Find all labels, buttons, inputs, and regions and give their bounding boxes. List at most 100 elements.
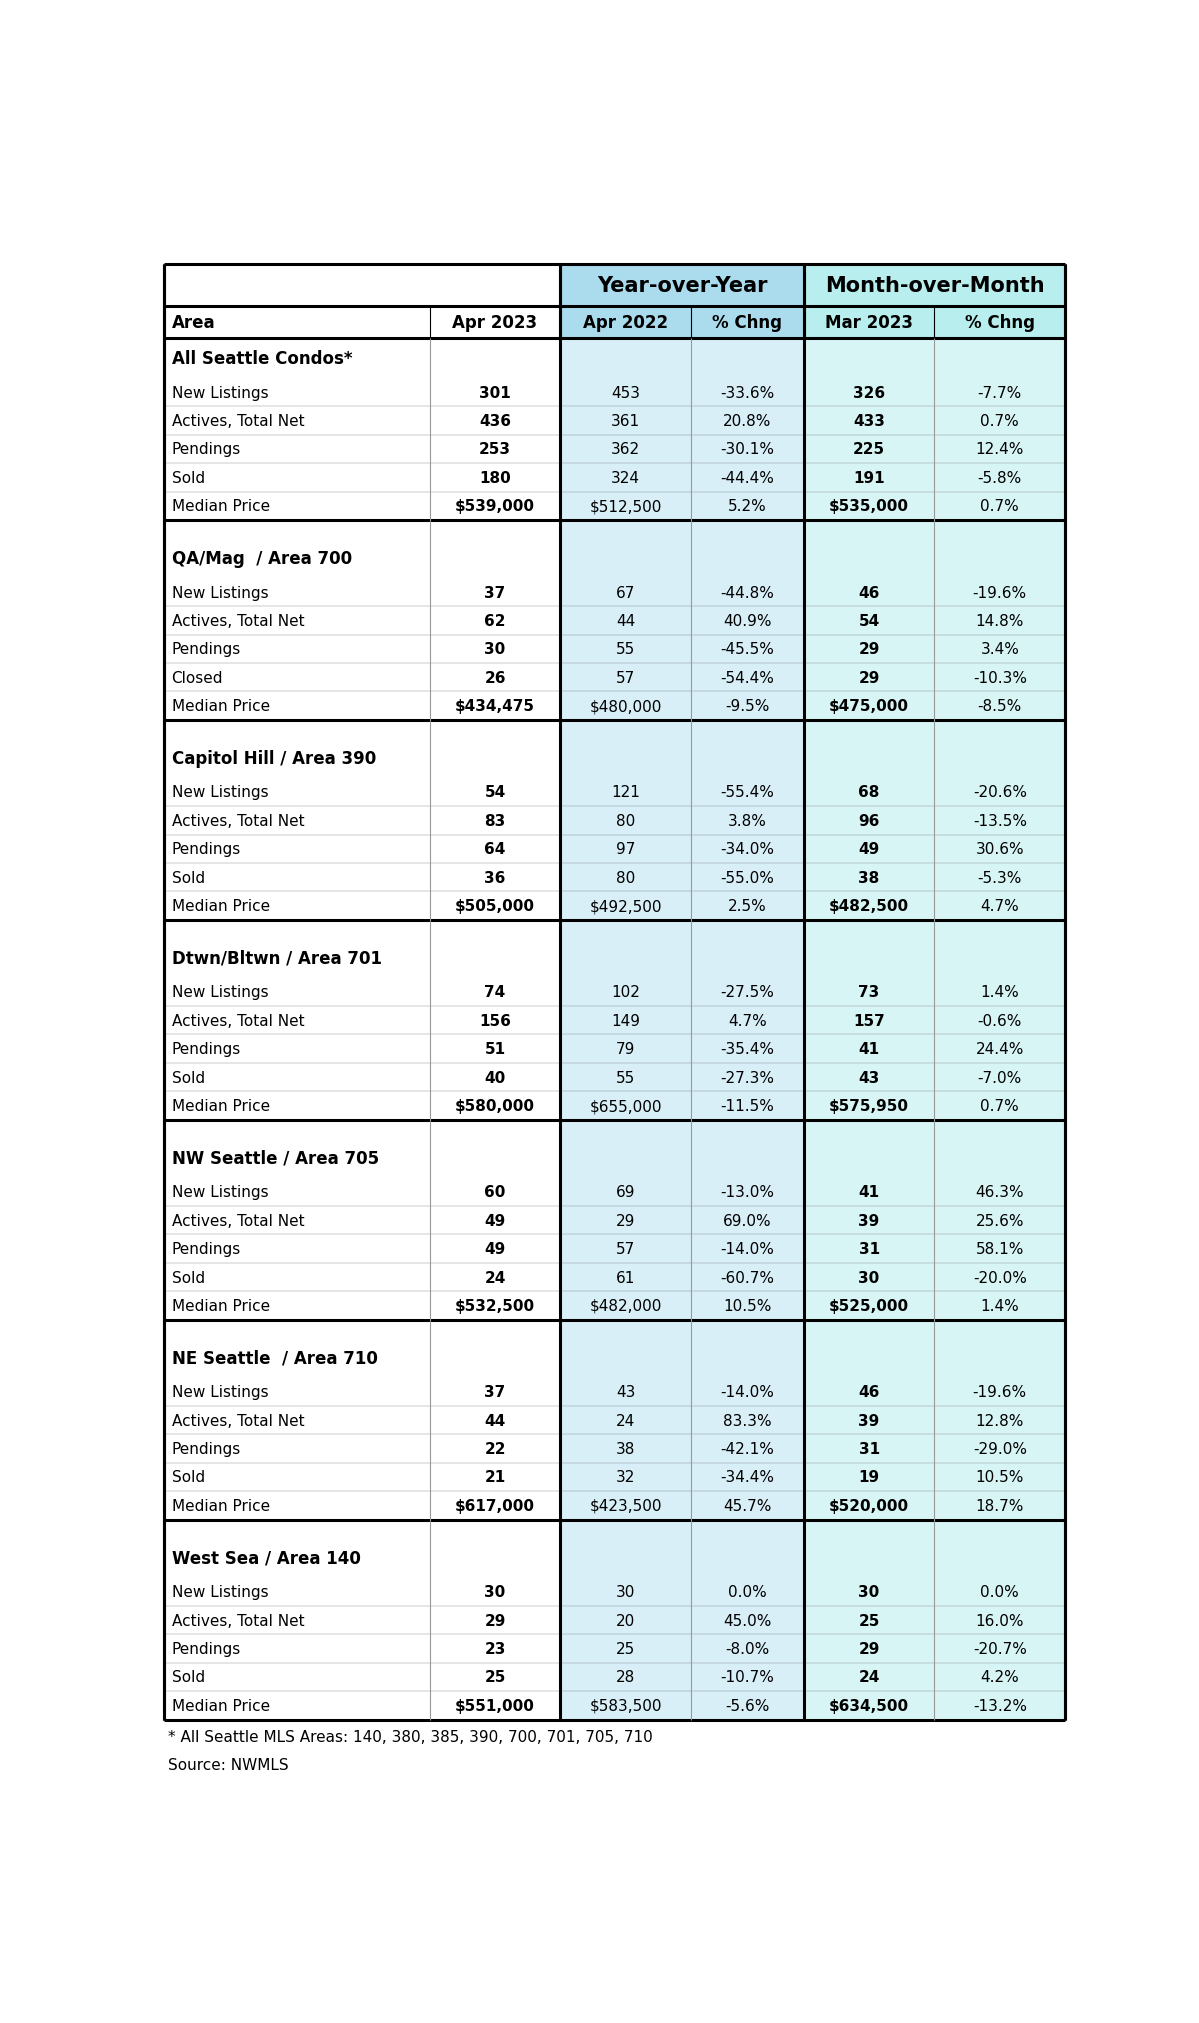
Bar [560, 435, 691, 463]
Text: 1.4%: 1.4% [981, 985, 1019, 999]
Text: % Chng: % Chng [712, 314, 783, 332]
Bar [164, 1121, 429, 1139]
Bar [560, 635, 691, 664]
Text: 39: 39 [858, 1412, 880, 1428]
Text: -55.4%: -55.4% [721, 785, 775, 799]
Bar [429, 1206, 560, 1234]
Bar [164, 979, 429, 1007]
Text: $482,000: $482,000 [590, 1299, 662, 1313]
Bar [560, 520, 691, 538]
Text: 21: 21 [484, 1471, 506, 1485]
Bar [429, 435, 560, 463]
Text: $583,500: $583,500 [590, 1697, 662, 1713]
Bar [691, 892, 803, 920]
Bar [560, 1434, 691, 1463]
Text: 39: 39 [858, 1214, 880, 1228]
Text: 29: 29 [858, 641, 880, 657]
Bar [164, 1519, 429, 1537]
Text: Sold: Sold [171, 1471, 205, 1485]
Bar [803, 1378, 934, 1406]
Bar [803, 307, 934, 338]
Bar [429, 1321, 560, 1337]
Bar [691, 1092, 803, 1121]
Text: -10.3%: -10.3% [972, 670, 1026, 686]
Bar [429, 607, 560, 635]
Text: 69.0%: 69.0% [723, 1214, 772, 1228]
Bar [560, 1635, 691, 1663]
Bar [429, 920, 560, 939]
Text: -14.0%: -14.0% [721, 1242, 775, 1256]
Bar [803, 1519, 934, 1537]
Bar [803, 1139, 1065, 1177]
Text: 44: 44 [616, 613, 635, 629]
Bar [429, 692, 560, 720]
Bar [429, 835, 560, 864]
Bar [560, 1663, 691, 1691]
Text: $434,475: $434,475 [456, 698, 535, 714]
Bar [560, 1691, 691, 1720]
Bar [803, 520, 934, 538]
Bar [934, 1519, 1065, 1537]
Text: 97: 97 [616, 842, 635, 858]
Text: Sold: Sold [171, 870, 205, 886]
Text: Source: NWMLS: Source: NWMLS [168, 1756, 288, 1772]
Bar [803, 579, 934, 607]
Text: 55: 55 [616, 641, 635, 657]
Bar [560, 1206, 691, 1234]
Bar [803, 338, 1065, 378]
Text: 20: 20 [616, 1612, 635, 1629]
Bar [560, 463, 691, 492]
Text: Sold: Sold [171, 1270, 205, 1285]
Bar [803, 407, 934, 435]
Text: 80: 80 [616, 813, 635, 829]
Text: 102: 102 [611, 985, 640, 999]
Bar [691, 1463, 803, 1491]
Bar [691, 1635, 803, 1663]
Text: 18.7%: 18.7% [976, 1499, 1024, 1513]
Text: -8.5%: -8.5% [977, 698, 1022, 714]
Bar [429, 378, 560, 407]
Text: 4.7%: 4.7% [728, 1014, 767, 1028]
Bar [429, 463, 560, 492]
Bar [934, 920, 1065, 939]
Text: 25.6%: 25.6% [976, 1214, 1024, 1228]
Bar [691, 1121, 803, 1139]
Bar [164, 492, 429, 520]
Text: 46: 46 [858, 585, 880, 601]
Bar [934, 607, 1065, 635]
Text: Mar 2023: Mar 2023 [825, 314, 914, 332]
Text: 16.0%: 16.0% [976, 1612, 1024, 1629]
Text: 73: 73 [858, 985, 880, 999]
Bar [429, 1663, 560, 1691]
Text: Sold: Sold [171, 1070, 205, 1084]
Bar [934, 1463, 1065, 1491]
Bar [691, 1064, 803, 1092]
Bar [934, 664, 1065, 692]
Text: Median Price: Median Price [171, 898, 270, 914]
Text: Sold: Sold [171, 1669, 205, 1685]
Bar [560, 920, 691, 939]
Bar [691, 807, 803, 835]
Bar [164, 265, 560, 307]
Bar [803, 892, 934, 920]
Text: Median Price: Median Price [171, 698, 270, 714]
Bar [803, 1064, 934, 1092]
Bar [164, 1537, 560, 1578]
Bar [691, 1519, 803, 1537]
Text: 29: 29 [616, 1214, 635, 1228]
Bar [934, 807, 1065, 835]
Text: $575,950: $575,950 [830, 1098, 909, 1113]
Bar [691, 1321, 803, 1337]
Bar [429, 1378, 560, 1406]
Text: Actives, Total Net: Actives, Total Net [171, 1014, 305, 1028]
Text: 31: 31 [858, 1440, 880, 1457]
Text: $482,500: $482,500 [829, 898, 909, 914]
Text: 361: 361 [611, 415, 640, 429]
Text: 0.0%: 0.0% [981, 1584, 1019, 1600]
Text: Actives, Total Net: Actives, Total Net [171, 813, 305, 829]
Text: $512,500: $512,500 [590, 500, 662, 514]
Bar [803, 807, 934, 835]
Text: 157: 157 [854, 1014, 885, 1028]
Bar [560, 1606, 691, 1635]
Bar [934, 1321, 1065, 1337]
